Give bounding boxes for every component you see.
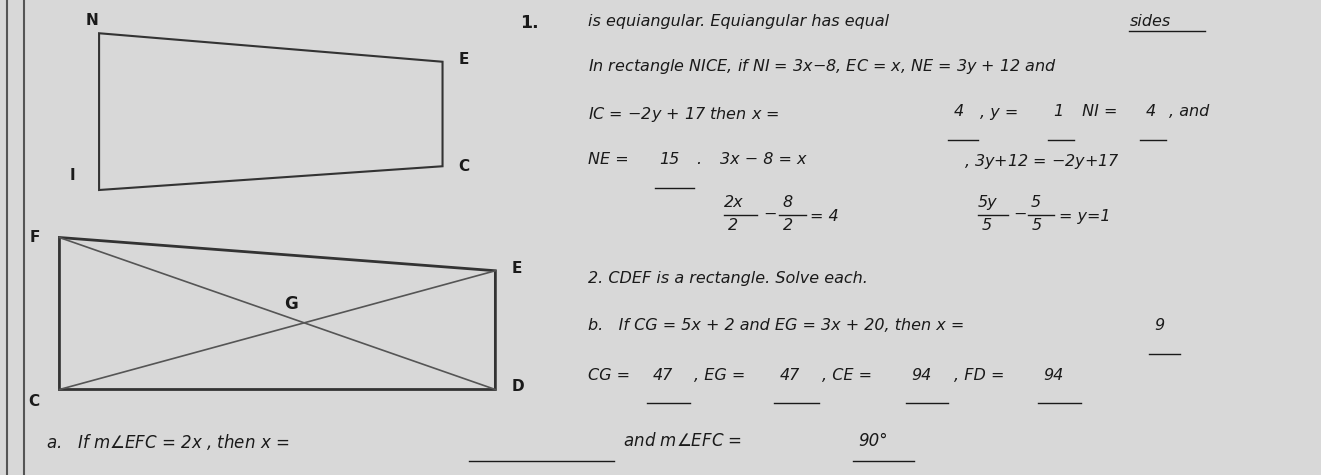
Text: E: E bbox=[511, 261, 522, 276]
Text: 5: 5 bbox=[1032, 218, 1042, 234]
Text: , EG =: , EG = bbox=[694, 368, 750, 383]
Text: 8: 8 bbox=[782, 195, 793, 210]
Text: 2: 2 bbox=[783, 218, 794, 234]
Text: 47: 47 bbox=[779, 368, 799, 383]
Text: 2: 2 bbox=[728, 218, 738, 234]
Text: 5: 5 bbox=[1030, 195, 1041, 210]
Text: 1: 1 bbox=[1053, 104, 1063, 120]
Text: C: C bbox=[29, 394, 40, 409]
Text: 90°: 90° bbox=[859, 432, 888, 450]
Text: sides: sides bbox=[1129, 14, 1170, 29]
Text: and m$\angle$EFC =: and m$\angle$EFC = bbox=[618, 432, 744, 450]
Text: 5: 5 bbox=[982, 218, 992, 234]
Text: 5y: 5y bbox=[978, 195, 997, 210]
Text: , 3y+12 = $-$2y+17: , 3y+12 = $-$2y+17 bbox=[964, 152, 1120, 171]
Text: a.   If m$\angle$EFC = 2x , then x =: a. If m$\angle$EFC = 2x , then x = bbox=[46, 432, 292, 452]
Text: b.   If CG = 5x + 2 and EG = 3x + 20, then x =: b. If CG = 5x + 2 and EG = 3x + 20, then… bbox=[588, 318, 970, 333]
Text: G: G bbox=[284, 295, 297, 313]
Text: F: F bbox=[29, 230, 40, 245]
Text: C: C bbox=[458, 159, 469, 174]
Text: In rectangle NICE, if NI = 3x$-$8, EC = x, NE = 3y + 12 and: In rectangle NICE, if NI = 3x$-$8, EC = … bbox=[588, 57, 1057, 76]
Text: .: . bbox=[696, 152, 701, 167]
Text: is equiangular. Equiangular has equal: is equiangular. Equiangular has equal bbox=[588, 14, 894, 29]
Text: 3x − 8 = x: 3x − 8 = x bbox=[720, 152, 806, 167]
Text: , and: , and bbox=[1169, 104, 1209, 120]
Text: 2x: 2x bbox=[724, 195, 744, 210]
Text: IC = $-$2y + 17 then x =: IC = $-$2y + 17 then x = bbox=[588, 104, 781, 124]
Text: I: I bbox=[70, 168, 75, 183]
Text: 94: 94 bbox=[1044, 368, 1063, 383]
Text: N: N bbox=[86, 12, 99, 28]
Text: 4: 4 bbox=[954, 104, 964, 120]
Text: −: − bbox=[764, 207, 777, 222]
Text: = y=1: = y=1 bbox=[1059, 209, 1111, 224]
Text: , CE =: , CE = bbox=[822, 368, 877, 383]
Text: −: − bbox=[1013, 207, 1026, 222]
Text: = 4: = 4 bbox=[810, 209, 839, 224]
Text: , y =: , y = bbox=[980, 104, 1024, 120]
Text: 47: 47 bbox=[653, 368, 672, 383]
Text: D: D bbox=[511, 379, 524, 394]
Text: 15: 15 bbox=[659, 152, 679, 167]
Text: CG =: CG = bbox=[588, 368, 635, 383]
Text: 9: 9 bbox=[1155, 318, 1165, 333]
Text: 2. CDEF is a rectangle. Solve each.: 2. CDEF is a rectangle. Solve each. bbox=[588, 271, 868, 286]
Text: NI =: NI = bbox=[1077, 104, 1122, 120]
Text: 4: 4 bbox=[1145, 104, 1156, 120]
Text: 94: 94 bbox=[911, 368, 931, 383]
Text: 1.: 1. bbox=[520, 14, 539, 32]
Text: E: E bbox=[458, 52, 469, 67]
Text: , FD =: , FD = bbox=[954, 368, 1009, 383]
Text: NE =: NE = bbox=[588, 152, 634, 167]
